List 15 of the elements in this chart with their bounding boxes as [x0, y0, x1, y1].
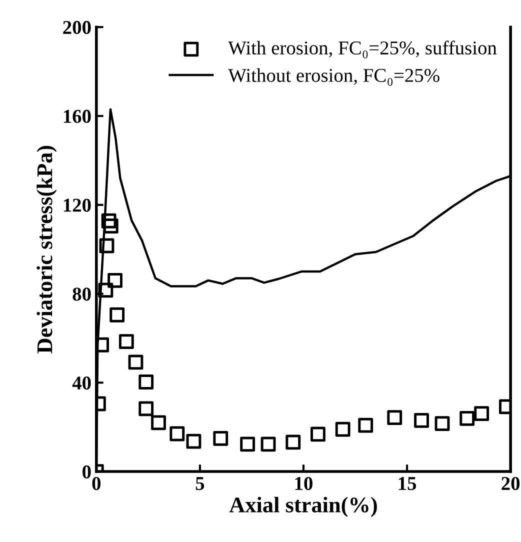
y-tick-label: 40	[72, 376, 91, 390]
y-tick-label: 200	[63, 20, 91, 34]
x-tick-label: 5	[196, 477, 204, 490]
x-tick-label: 0	[92, 476, 101, 490]
legend-label: Without erosion, FC₀=25%	[228, 68, 440, 86]
x-tick-label: 10	[295, 476, 312, 490]
legend-label: With erosion, FC₀=25%, suffusion	[228, 40, 497, 58]
y-tick-label: 120	[64, 198, 91, 212]
y-tick-label: 160	[64, 110, 91, 123]
y-tick-label: 0	[82, 465, 91, 478]
x-axis-title: Axial strain(%)	[229, 496, 377, 517]
y-axis-title: Deviatoric stress(kPa)	[36, 146, 57, 354]
y-tick-label: 80	[72, 288, 91, 301]
x-tick-label: 15	[398, 477, 416, 490]
x-tick-label: 20	[502, 476, 520, 490]
